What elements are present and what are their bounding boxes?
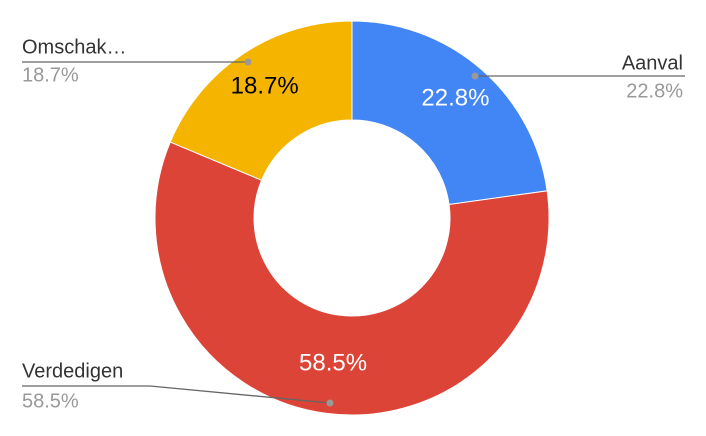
slice-label: 58.5%: [299, 350, 367, 377]
callout-dot: [326, 399, 334, 407]
slice-label: 22.8%: [421, 85, 489, 112]
callout-value: 58.5%: [22, 390, 79, 412]
callout-value: 18.7%: [22, 64, 79, 86]
callout-value: 22.8%: [626, 80, 683, 102]
callout-dot: [244, 58, 252, 66]
callout-dot: [471, 72, 479, 80]
donut-slice: [351, 20, 548, 206]
donut-slice: [169, 20, 353, 181]
slice-label: 18.7%: [231, 72, 299, 99]
donut-slice: [154, 141, 550, 416]
callout-line: [22, 385, 331, 404]
callout-name: Omschak…: [22, 36, 126, 58]
callout-name: Aanval: [622, 52, 683, 74]
callout-name: Verdedigen: [22, 360, 123, 382]
